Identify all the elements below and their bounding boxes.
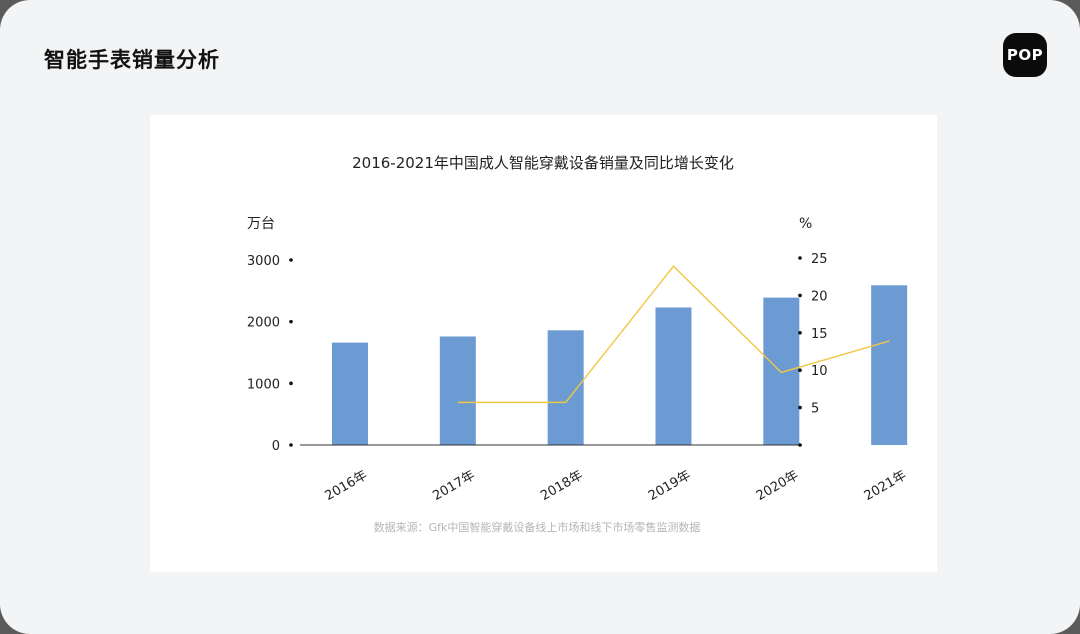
left-axis-unit: 万台 xyxy=(247,216,275,232)
right-tick-dot xyxy=(798,256,802,260)
x-tick-label: 2018年 xyxy=(538,468,585,504)
x-tick-label: 2019年 xyxy=(646,468,693,504)
growth-line xyxy=(457,265,890,404)
right-tick-label: 5 xyxy=(811,402,819,417)
bar-3 xyxy=(655,307,692,445)
bar-5 xyxy=(871,285,908,445)
left-tick-dot xyxy=(289,381,293,386)
combo-chart: 2016-2021年中国成人智能穿戴设备销量及同比增长变化 万台 % 0 1000… xyxy=(247,154,909,534)
x-tick-label: 2020年 xyxy=(754,468,801,504)
right-tick-label: 25 xyxy=(811,252,828,267)
pop-logo: POP xyxy=(1003,33,1047,77)
left-tick-dot xyxy=(289,443,293,447)
chart-card: 2016-2021年中国成人智能穿戴设备销量及同比增长变化 万台 % 0 1000… xyxy=(150,115,937,572)
bar-1 xyxy=(439,336,476,445)
right-tick-label: 15 xyxy=(811,327,828,342)
page-title: 智能手表销量分析 xyxy=(44,48,220,72)
left-tick-dot xyxy=(289,258,293,262)
right-tick-label: 20 xyxy=(811,289,828,304)
left-tick-label: 2000 xyxy=(247,316,280,331)
chart-title: 2016-2021年中国成人智能穿戴设备销量及同比增长变化 xyxy=(352,154,734,172)
right-tick-dot xyxy=(798,405,802,410)
left-tick-label: 0 xyxy=(272,439,280,454)
bar-0 xyxy=(332,342,368,445)
right-tick-dot xyxy=(798,331,802,335)
right-tick-dot xyxy=(798,293,802,298)
right-tick-label: 10 xyxy=(811,364,828,379)
chart-source: 数据来源：Gfk中国智能穿戴设备线上市场和线下市场零售监测数据 xyxy=(374,520,701,534)
right-axis-unit: % xyxy=(799,216,812,232)
x-tick-label: 2017年 xyxy=(430,468,477,504)
right-tick-dot xyxy=(798,443,802,447)
left-tick-label: 3000 xyxy=(247,254,280,269)
bar-4 xyxy=(763,297,800,445)
x-tick-label: 2021年 xyxy=(862,468,909,504)
left-tick-dot xyxy=(289,319,293,324)
right-tick-dot xyxy=(798,368,802,372)
left-tick-label: 1000 xyxy=(247,377,280,392)
bar-2 xyxy=(547,330,584,445)
x-tick-label: 2016年 xyxy=(323,468,370,504)
